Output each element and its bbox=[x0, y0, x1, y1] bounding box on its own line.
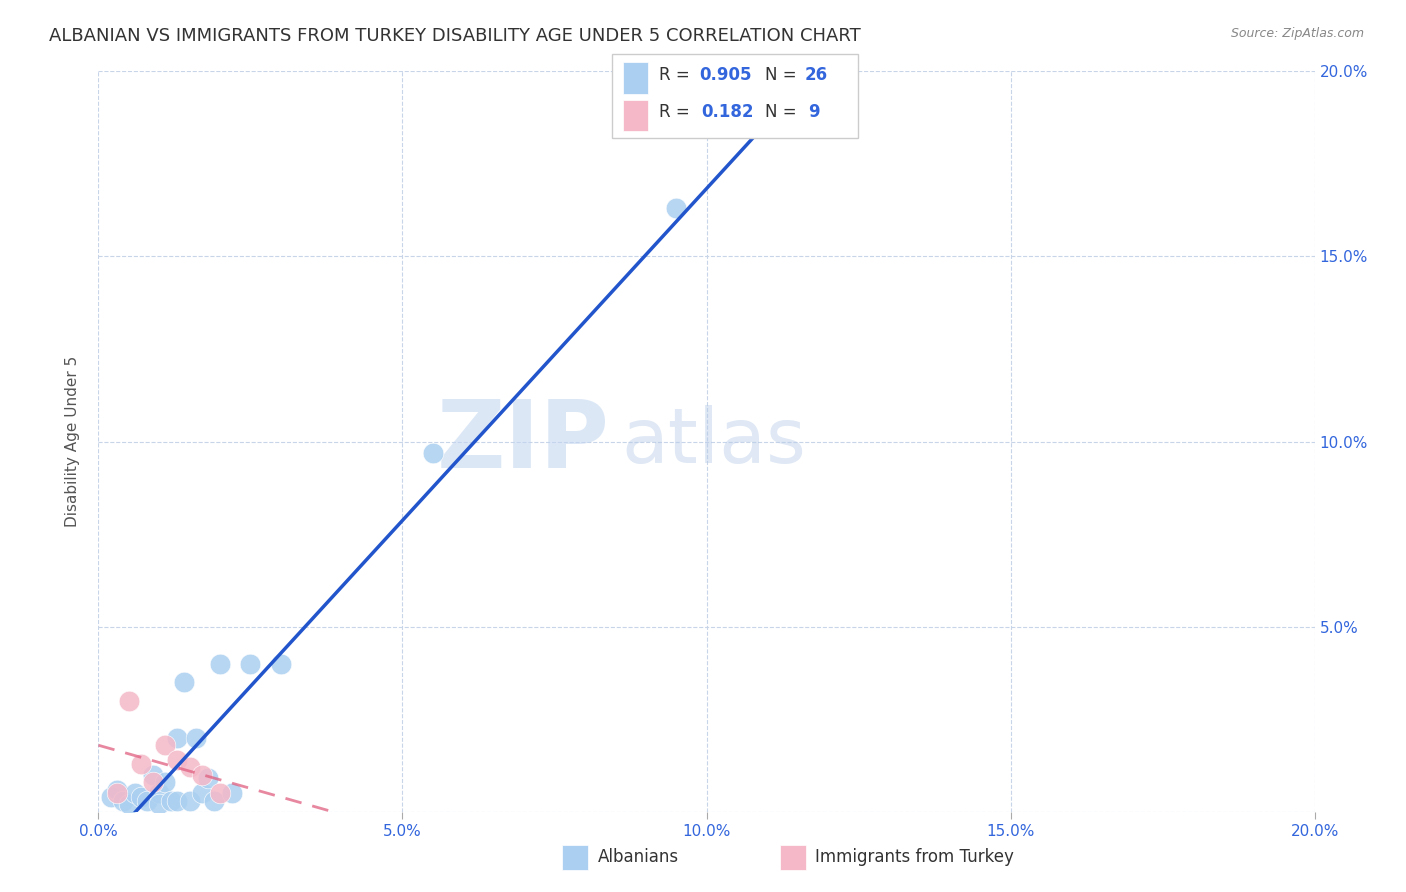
Text: atlas: atlas bbox=[621, 405, 806, 478]
Point bbox=[129, 789, 152, 804]
Text: 26: 26 bbox=[804, 66, 827, 84]
Point bbox=[202, 794, 225, 808]
Point bbox=[191, 767, 214, 781]
Point bbox=[148, 786, 170, 800]
Point bbox=[105, 786, 128, 800]
Point bbox=[111, 794, 134, 808]
Point bbox=[209, 786, 232, 800]
Point bbox=[197, 772, 219, 786]
Point bbox=[179, 794, 201, 808]
Point bbox=[155, 775, 177, 789]
Point bbox=[179, 760, 201, 774]
Point bbox=[160, 794, 183, 808]
Point bbox=[142, 767, 165, 781]
Point bbox=[422, 445, 444, 459]
Text: ZIP: ZIP bbox=[436, 395, 609, 488]
Text: 0.905: 0.905 bbox=[699, 66, 751, 84]
Text: R =: R = bbox=[659, 66, 696, 84]
Text: N =: N = bbox=[765, 103, 807, 121]
Text: Albanians: Albanians bbox=[598, 848, 679, 866]
Point bbox=[166, 753, 188, 767]
Point bbox=[665, 202, 688, 216]
Y-axis label: Disability Age Under 5: Disability Age Under 5 bbox=[65, 356, 80, 527]
Point bbox=[166, 794, 188, 808]
Point bbox=[148, 797, 170, 812]
Point bbox=[221, 786, 243, 800]
Text: Immigrants from Turkey: Immigrants from Turkey bbox=[815, 848, 1014, 866]
Text: 0.182: 0.182 bbox=[702, 103, 754, 121]
Point bbox=[184, 731, 207, 745]
Point bbox=[129, 756, 152, 771]
Point bbox=[118, 694, 141, 708]
Text: R =: R = bbox=[659, 103, 700, 121]
Point bbox=[239, 657, 262, 671]
Point bbox=[100, 789, 122, 804]
Point bbox=[136, 794, 159, 808]
Text: N =: N = bbox=[765, 66, 801, 84]
Point bbox=[191, 786, 214, 800]
Point bbox=[270, 657, 292, 671]
Text: ALBANIAN VS IMMIGRANTS FROM TURKEY DISABILITY AGE UNDER 5 CORRELATION CHART: ALBANIAN VS IMMIGRANTS FROM TURKEY DISAB… bbox=[49, 27, 860, 45]
Text: 9: 9 bbox=[808, 103, 820, 121]
Point bbox=[209, 657, 232, 671]
Point bbox=[118, 797, 141, 812]
Point bbox=[124, 786, 146, 800]
Point bbox=[173, 675, 195, 690]
Point bbox=[105, 782, 128, 797]
Point bbox=[142, 775, 165, 789]
Point bbox=[166, 731, 188, 745]
Text: Source: ZipAtlas.com: Source: ZipAtlas.com bbox=[1230, 27, 1364, 40]
Point bbox=[155, 738, 177, 752]
